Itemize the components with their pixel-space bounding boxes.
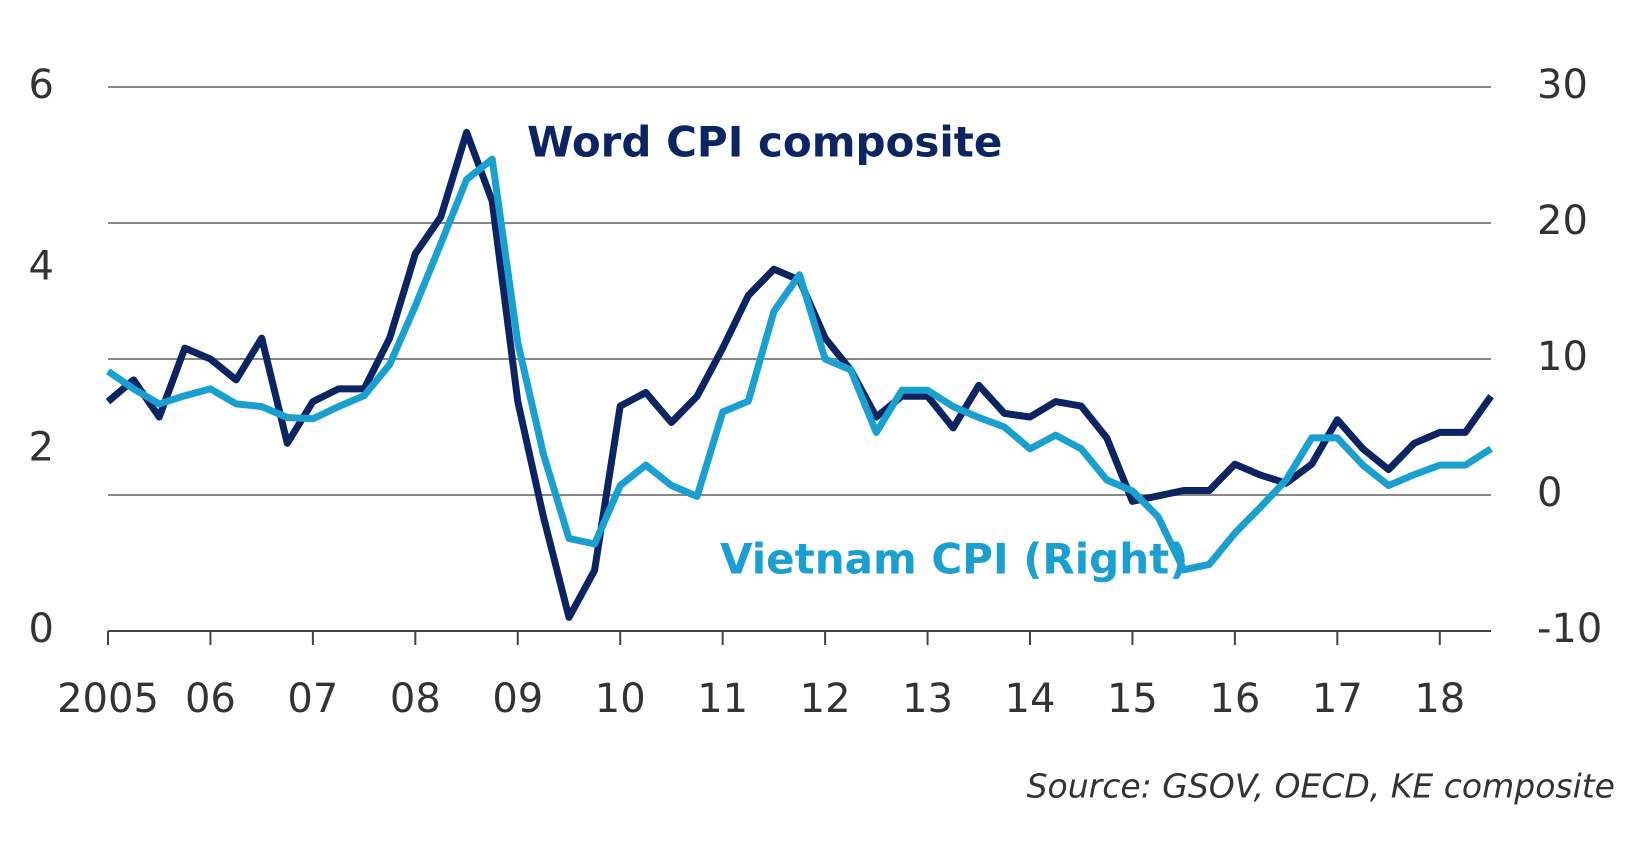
y-tick-label: 4 [29,243,54,289]
x-tick-label: 12 [800,676,851,722]
x-tick-label: 13 [902,676,953,722]
y2-tick-label: 0 [1537,470,1562,516]
y2-tick-label: 10 [1537,334,1588,380]
y-tick-label: 2 [29,425,54,471]
series-annotation: Vietnam CPI (Right) [720,535,1188,584]
x-tick-label: 08 [390,676,441,722]
source-note: Source: GSOV, OECD, KE composite [1027,767,1615,806]
x-tick-label: 14 [1005,676,1056,722]
y2-tick-label: -10 [1537,606,1602,652]
x-tick-label: 09 [492,676,543,722]
x-tick-label: 10 [595,676,646,722]
x-tick-label: 07 [287,676,338,722]
x-tick-label: 11 [697,676,748,722]
series-line [106,155,1493,574]
y-tick-label: 6 [29,62,54,108]
x-tick-label: 16 [1209,676,1260,722]
y-tick-label: 0 [29,606,54,652]
x-tick-label: 17 [1312,676,1363,722]
series-annotation: Word CPI composite [527,118,1002,167]
x-tick-label: 2005 [57,676,159,722]
x-tick-label: 06 [185,676,236,722]
y2-tick-label: 20 [1537,198,1588,244]
y2-tick-label: 30 [1537,62,1588,108]
x-tick-label: 18 [1414,676,1465,722]
x-tick-label: 15 [1107,676,1158,722]
